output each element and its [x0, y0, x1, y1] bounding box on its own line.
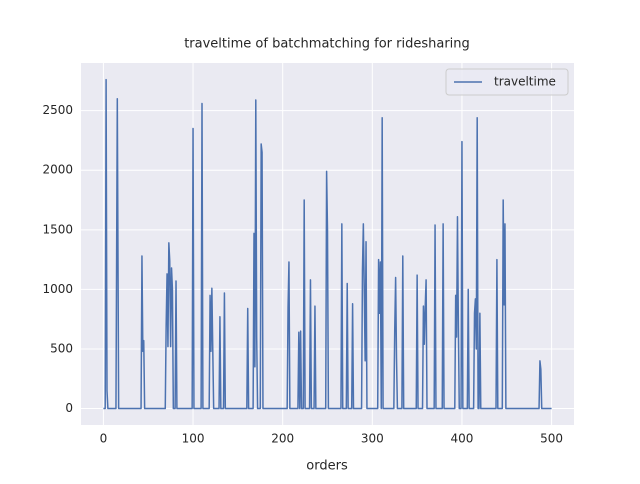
y-tick-label: 1000	[42, 282, 73, 296]
x-tick-label: 100	[182, 432, 205, 446]
x-tick-label: 0	[100, 432, 108, 446]
x-tick-label: 200	[271, 432, 294, 446]
data-line	[103, 78, 552, 410]
y-tick-label: 0	[65, 401, 73, 415]
y-tick-label: 1500	[42, 222, 73, 236]
legend-label: traveltime	[494, 75, 556, 89]
x-tick-label: 300	[361, 432, 384, 446]
x-axis-label: orders	[306, 459, 348, 474]
x-tick-label: 500	[540, 432, 563, 446]
chart-title: traveltime of batchmatching for rideshar…	[184, 37, 470, 52]
y-tick-label: 500	[50, 341, 73, 355]
y-tick-label: 2000	[42, 163, 73, 177]
x-tick-label: 400	[451, 432, 474, 446]
y-tick-label: 2500	[42, 103, 73, 117]
legend-box	[445, 68, 569, 96]
